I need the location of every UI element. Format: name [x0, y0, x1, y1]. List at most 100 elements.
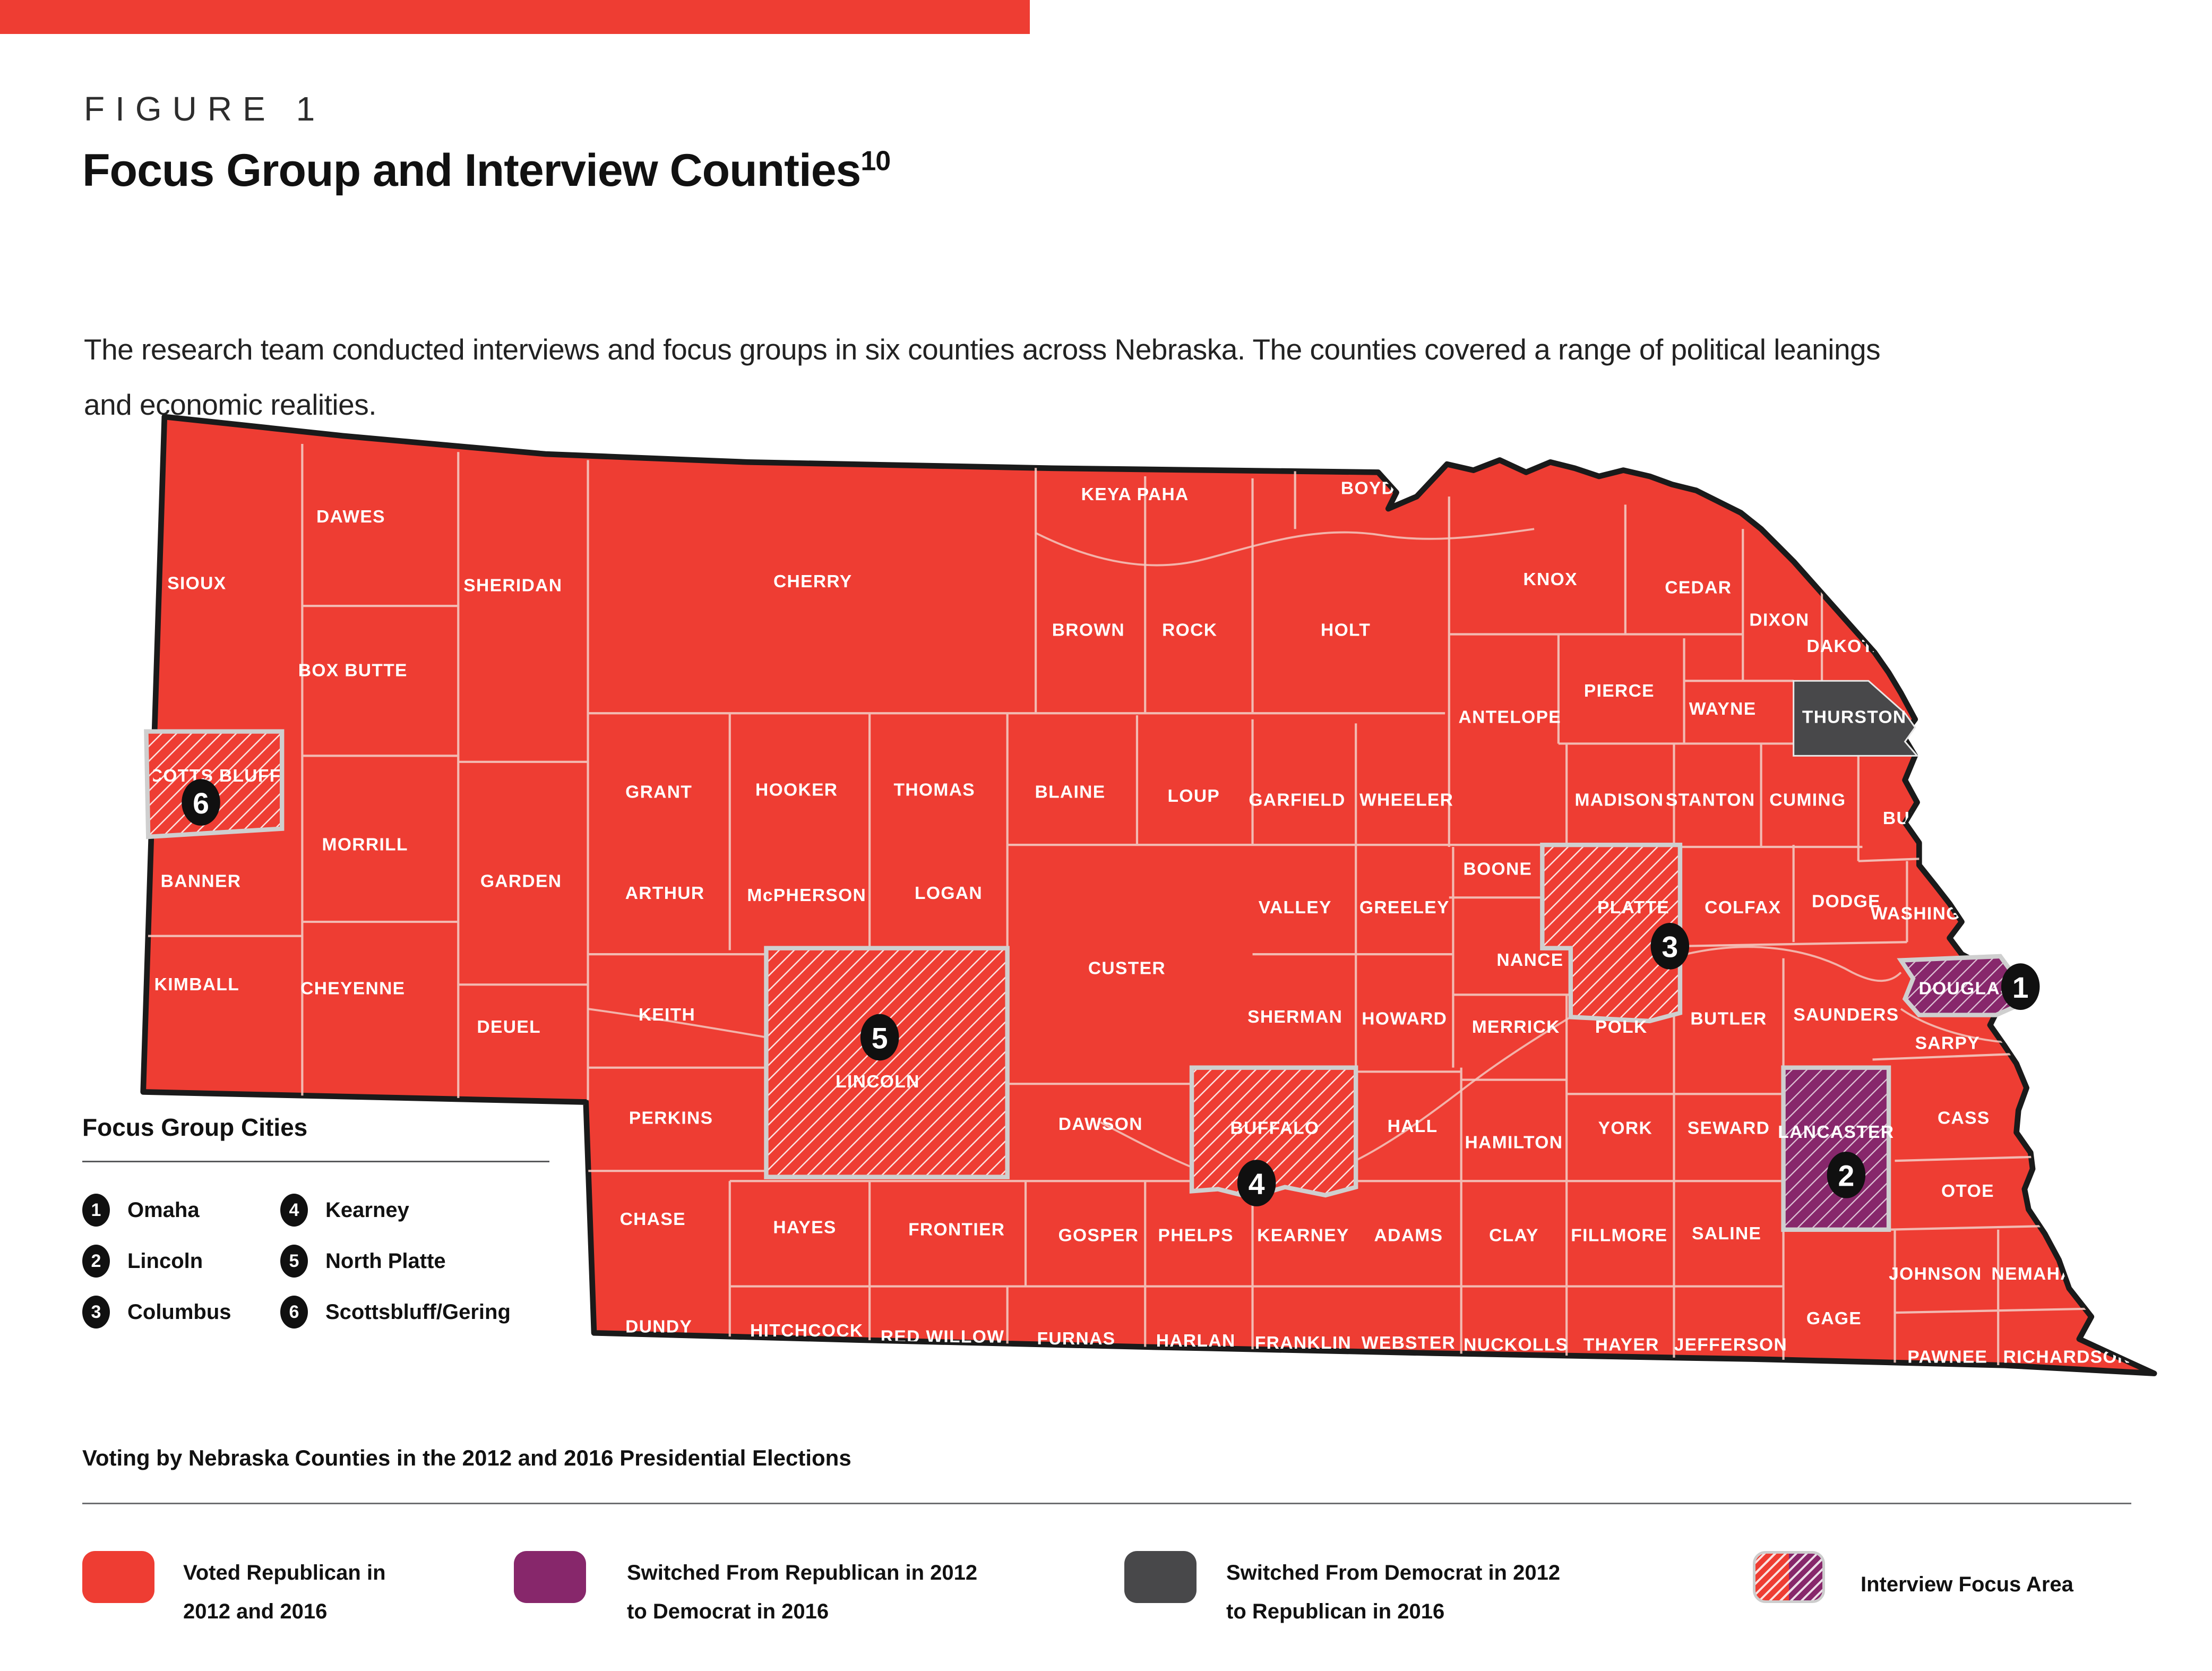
legend-swatch-switched-republican [1124, 1551, 1197, 1603]
voting-legend-title: Voting by Nebraska Counties in the 2012 … [82, 1445, 851, 1470]
subtitle-line-1: The research team conducted interviews a… [84, 333, 1881, 366]
county-label-cass: CASS [1938, 1109, 1990, 1128]
county-label-blaine: BLAINE [1035, 783, 1105, 802]
county-hatch-lincoln [764, 946, 1010, 1179]
focus-city-label: Lincoln [127, 1249, 203, 1273]
legend-label-line: Switched From Republican in 2012 [627, 1561, 978, 1584]
county-label-nuckolls: NUCKOLLS [1464, 1335, 1568, 1355]
county-label-boyd: BOYD [1341, 478, 1395, 498]
subtitle-line-2: and economic realities. [84, 388, 377, 421]
county-label-phelps: PHELPS [1158, 1226, 1233, 1246]
county-label-kearney: KEARNEY [1257, 1226, 1349, 1246]
county-label-keith: KEITH [639, 1005, 695, 1025]
county-label-nance: NANCE [1496, 950, 1563, 970]
county-label-gosper: GOSPER [1058, 1226, 1139, 1246]
figure-title-text: Focus Group and Interview Counties [82, 145, 861, 196]
county-label-washington: WASHINGTON [1871, 904, 2000, 923]
county-label-custer: CUSTER [1088, 958, 1166, 978]
legend-label-line: to Republican in 2016 [1226, 1600, 1445, 1623]
county-label-hooker: HOOKER [755, 781, 838, 800]
focus-group-cities-title: Focus Group Cities [82, 1113, 308, 1141]
county-label-richardson: RICHARDSON [2003, 1348, 2131, 1367]
focus-city-number-badge: 4 [280, 1194, 308, 1227]
county-label-boone: BOONE [1463, 859, 1532, 879]
county-label-adams: ADAMS [1374, 1226, 1443, 1246]
county-label-sarpy: SARPY [1915, 1033, 1980, 1053]
county-label-douglas: DOUGLAS [1918, 979, 2012, 998]
county-label-thayer: THAYER [1583, 1335, 1659, 1355]
figure-title-footnote: 10 [860, 145, 891, 177]
county-label-dakota: DAKOTA [1806, 637, 1886, 656]
legend-label-switched-republican: Switched From Democrat in 2012 to Republ… [1226, 1554, 1560, 1631]
focus-city-label: Omaha [127, 1198, 200, 1222]
voting-legend-divider [82, 1503, 2131, 1504]
county-hatch-douglas [1897, 954, 2019, 1017]
county-label-stanton: STANTON [1666, 791, 1755, 810]
county-label-hitchcock: HITCHCOCK [750, 1321, 863, 1341]
svg-text:2: 2 [1838, 1160, 1855, 1193]
focus-city-number-badge: 2 [82, 1245, 110, 1278]
county-label-morrill: MORRILL [322, 835, 408, 855]
county-label-knox: KNOX [1523, 570, 1577, 589]
county-label-deuel: DEUEL [477, 1017, 540, 1037]
county-label-frontier: FRONTIER [908, 1220, 1005, 1239]
county-label-thurston: THURSTON [1802, 707, 1907, 727]
county-label-thomas: THOMAS [894, 781, 976, 800]
focus-city-number-badge: 6 [280, 1296, 308, 1329]
county-label-brown: BROWN [1052, 620, 1125, 640]
legend-label-interview-focus: Interview Focus Area [1861, 1565, 2073, 1604]
figure-title: Focus Group and Interview Counties10 [82, 144, 891, 197]
county-label-polk: POLK [1595, 1017, 1648, 1037]
focus-city-item-lincoln: 2 Lincoln [82, 1245, 280, 1278]
county-label-logan: LOGAN [915, 884, 983, 903]
focus-city-number-badge: 5 [280, 1245, 308, 1278]
county-label-cedar: CEDAR [1665, 578, 1732, 597]
county-label-franklin: FRANKLIN [1255, 1333, 1352, 1353]
county-label-mcpherson: McPHERSON [747, 886, 866, 905]
county-label-butler: BUTLER [1690, 1009, 1767, 1029]
county-hatch-buffalo [1189, 1065, 1358, 1200]
county-label-valley: VALLEY [1259, 898, 1332, 918]
county-label-jefferson: JEFFERSON [1674, 1335, 1788, 1355]
focus-city-label: Kearney [325, 1198, 409, 1222]
focus-city-item-kearney: 4 Kearney [280, 1194, 560, 1227]
county-label-cherry: CHERRY [773, 572, 853, 592]
figure-subtitle: The research team conducted interviews a… [84, 322, 1881, 432]
county-labels: SIOUX DAWES BOX BUTTE SHERIDAN CHERRY KEYA PA… [143, 478, 2131, 1367]
focus-city-item-omaha: 1 Omaha [82, 1194, 280, 1227]
county-label-buffalo: BUFFALO [1230, 1119, 1320, 1138]
legend-label-republican: Voted Republican in 2012 and 2016 [183, 1554, 386, 1631]
legend-label-line: to Democrat in 2016 [627, 1600, 829, 1623]
figure-eyebrow: FIGURE 1 [84, 90, 326, 128]
svg-text:4: 4 [1249, 1168, 1265, 1201]
svg-text:6: 6 [193, 787, 209, 820]
focus-city-label: Columbus [127, 1300, 231, 1324]
county-label-dundy: DUNDY [625, 1317, 692, 1336]
county-label-kimball: KIMBALL [154, 975, 239, 995]
focus-group-cities-legend: Focus Group Cities 1 Omaha 2 Lincoln 3 Columb… [82, 1113, 560, 1338]
focus-city-number-badge: 3 [82, 1296, 110, 1329]
county-label-howard: HOWARD [1362, 1009, 1447, 1029]
legend-label-line: Interview Focus Area [1861, 1573, 2073, 1596]
svg-text:5: 5 [872, 1022, 888, 1055]
focus-city-item-north-platte: 5 North Platte [280, 1245, 560, 1278]
focus-city-label: North Platte [325, 1249, 446, 1273]
county-label-madison: MADISON [1574, 791, 1664, 810]
county-label-nemaha: NEMAHA [1991, 1264, 2073, 1284]
map-marker-5: 5 [860, 1014, 899, 1061]
county-label-clay: CLAY [1489, 1226, 1539, 1246]
county-label-wayne: WAYNE [1689, 699, 1757, 719]
county-label-johnson: JOHNSON [1889, 1264, 1982, 1284]
county-label-sioux: SIOUX [167, 574, 226, 594]
legend-label-line: Switched From Democrat in 2012 [1226, 1561, 1561, 1584]
legend-swatch-republican [82, 1551, 154, 1603]
county-label-keya paha: KEYA PAHA [1081, 485, 1189, 504]
county-label-lincoln: LINCOLN [836, 1072, 920, 1092]
county-borders [144, 444, 2096, 1366]
county-hatch-lancaster [1781, 1065, 1891, 1232]
county-label-saunders: SAUNDERS [1793, 1005, 1899, 1025]
county-label-chase: CHASE [620, 1210, 686, 1229]
county-label-hayes: HAYES [773, 1218, 836, 1237]
map-svg: SIOUX DAWES BOX BUTTE SHERIDAN CHERRY KEYA PA… [140, 414, 2157, 1376]
county-label-garfield: GARFIELD [1249, 791, 1345, 810]
